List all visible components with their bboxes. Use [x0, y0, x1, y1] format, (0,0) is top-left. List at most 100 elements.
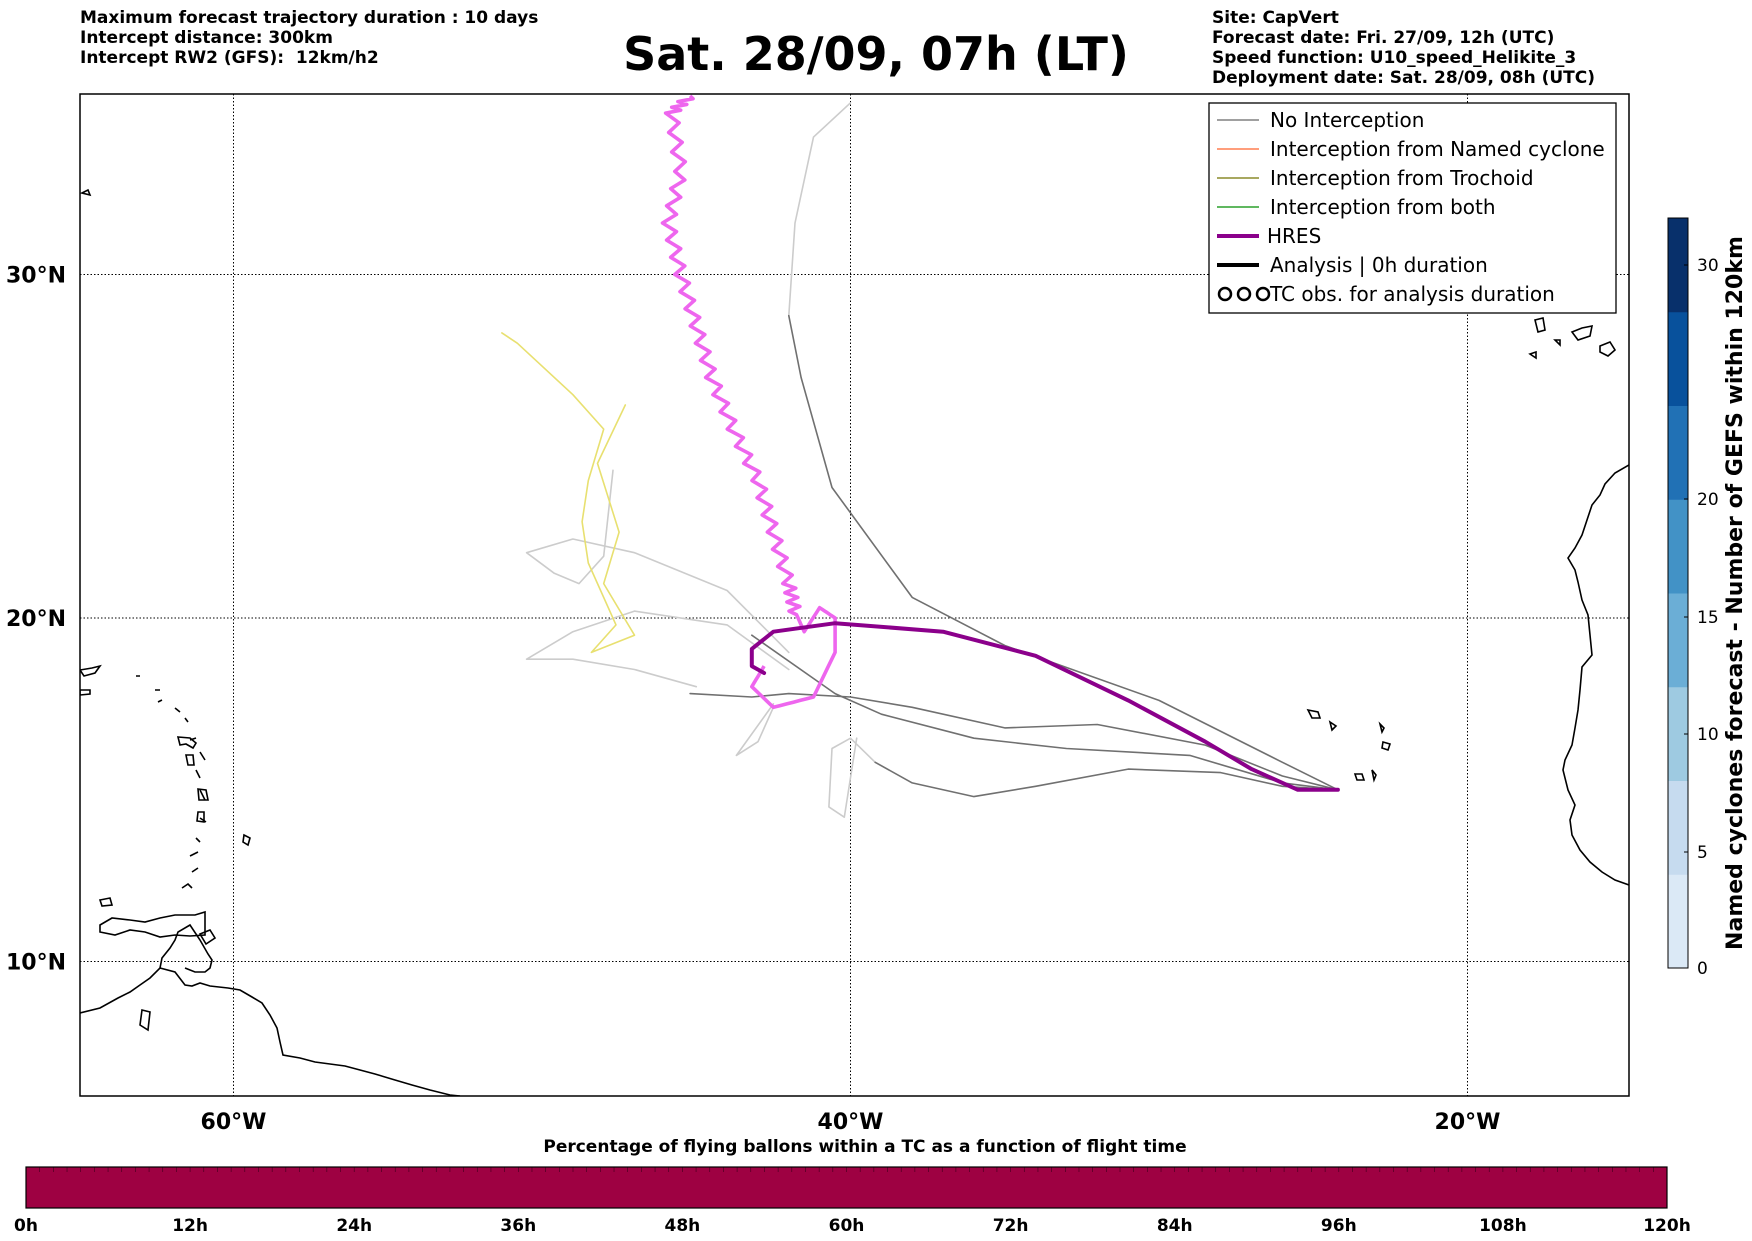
colorbar-bottom: Percentage of flying ballons within a TC… [14, 1137, 1691, 1236]
lat-tick-label: 10°N [6, 951, 66, 976]
coast-barbados [242, 833, 251, 847]
trajectory-no-interception [788, 314, 1339, 791]
colorbar-bottom-tick-label: 0h [14, 1216, 38, 1236]
colorbar-right-tick-label: 0 [1697, 959, 1708, 979]
coast-cape-verde [1306, 708, 1392, 783]
coast-hispaniola [80, 664, 102, 677]
colorbar-bottom-tick-label: 36h [500, 1216, 536, 1236]
cyclone-symbol-icon [1255, 286, 1271, 302]
colorbar-right-swatch [1668, 405, 1688, 500]
colorbar-right-swatch [1668, 686, 1688, 781]
legend: No Interception Interception from Named c… [1208, 102, 1617, 314]
legend-label: Interception from Named cyclone [1270, 137, 1605, 161]
coast-canary-islands [1528, 317, 1617, 360]
lon-tick-label: 60°W [201, 1110, 267, 1135]
coast-south-america [80, 967, 461, 1096]
colorbar-bottom-tick-label: 60h [829, 1216, 865, 1236]
trajectory-magenta [660, 94, 837, 710]
colorbar-bottom-tick-label: 120h [1643, 1216, 1691, 1236]
coast-lesser-antilles [136, 675, 207, 889]
header-max-duration: Maximum forecast trajectory duration : 1… [80, 8, 539, 28]
trajectory-no-interception-faded [828, 737, 876, 818]
colorbar-bottom-tick-label: 24h [336, 1216, 372, 1236]
coast-small-island-a [98, 897, 114, 907]
header-intercept-rw2: Intercept RW2 (GFS): 12km/h2 [80, 48, 379, 68]
colorbar-bottom-tick-label: 108h [1479, 1216, 1527, 1236]
cyclone-symbol-icon [1217, 286, 1233, 302]
trajectory-no-interception-faded [525, 610, 790, 688]
colorbar-right-tick-label: 30 [1697, 256, 1719, 276]
trajectory-hres [749, 621, 1340, 792]
main-title-wrap: Sat. 28/09, 07h (LT) [0, 26, 1752, 82]
header-deployment-date: Deployment date: Sat. 28/09, 08h (UTC) [1212, 68, 1596, 88]
trajectory-yellow [501, 332, 636, 654]
header-site: Site: CapVert [1212, 8, 1339, 28]
coast-guadeloupe [176, 736, 198, 750]
header-intercept-distance: Intercept distance: 300km [80, 28, 333, 48]
header-left-info: Maximum forecast trajectory duration : 1… [80, 8, 538, 68]
colorbar-right-swatch [1668, 874, 1688, 969]
trajectory-no-interception-faded [525, 469, 790, 654]
coast-africa [1562, 464, 1629, 886]
coast-martinique [185, 754, 195, 766]
header-right-info: Site: CapVert Forecast date: Fri. 27/09,… [1212, 8, 1595, 88]
colorbar-right-tick-label: 20 [1697, 490, 1719, 510]
lon-tick-label: 40°W [818, 1110, 884, 1135]
legend-box [1208, 102, 1617, 314]
coast-small-island-b [139, 1009, 151, 1032]
map-gridlines [80, 94, 1629, 1096]
trajectory-no-interception [874, 761, 1339, 798]
colorbar-right-swatch [1668, 499, 1688, 594]
header-forecast-date: Forecast date: Fri. 27/09, 12h (UTC) [1212, 28, 1555, 48]
colorbar-right: 0 5 10 15 20 30 Named cyclones forecast - Num… [1667, 217, 1748, 979]
trajectory-no-interception-faded [788, 102, 852, 317]
colorbar-right-swatch [1668, 593, 1688, 688]
legend-label: Interception from Trochoid [1270, 166, 1534, 190]
legend-items: No Interception Interception from Named c… [1217, 108, 1605, 306]
lat-tick-label: 20°N [6, 607, 66, 632]
colorbar-right-swatch [1668, 218, 1688, 313]
colorbar-bottom-title: Percentage of flying ballons within a TC… [543, 1137, 1186, 1157]
colorbar-right-ticks: 0 5 10 15 20 30 [1684, 256, 1719, 979]
trajectory-no-interception [689, 692, 1339, 791]
cyclone-symbol-icon [1236, 286, 1252, 302]
colorbar-bottom-tick-label: 12h [172, 1216, 208, 1236]
map-axis-labels: 30°N 20°N 10°N 60°W 40°W 20°W [6, 264, 1500, 1136]
legend-label: TC obs. for analysis duration [1269, 282, 1555, 306]
header-speed-function: Speed function: U10_speed_Helikite_3 [1212, 48, 1577, 68]
coast-bermuda [80, 188, 92, 197]
main-title: Sat. 28/09, 07h (LT) [623, 27, 1129, 81]
legend-label: Interception from both [1270, 195, 1496, 219]
coast-puerto-rico [80, 689, 91, 696]
legend-label: No Interception [1270, 108, 1424, 132]
coast-venezuela-bay [159, 923, 213, 973]
colorbar-bottom-bar [25, 1166, 1668, 1209]
legend-label: Analysis | 0h duration [1270, 253, 1488, 277]
colorbar-right-label: Named cyclones forecast - Number of GEFS… [1723, 236, 1748, 950]
colorbar-right-tick-label: 10 [1697, 725, 1719, 745]
coast-dominica [197, 788, 209, 801]
colorbar-bottom-tick-label: 84h [1157, 1216, 1193, 1236]
coastlines [80, 188, 1629, 1096]
trajectory-no-interception-faded [735, 703, 775, 757]
coast-caribbean-islands [99, 910, 206, 938]
coast-st-lucia [196, 811, 205, 823]
lat-tick-label: 30°N [6, 264, 66, 289]
map-frame [79, 93, 1630, 1097]
lon-tick-label: 20°W [1435, 1110, 1501, 1135]
trajectory-no-interception [751, 634, 1339, 791]
colorbar-bottom-ticks: 0h 12h 24h 36h 48h 60h 72h 84h 96h 108h 120h [14, 1167, 1691, 1236]
colorbar-right-tick-label: 5 [1697, 843, 1708, 863]
colorbar-bottom-tick-label: 96h [1321, 1216, 1357, 1236]
colorbar-right-tick-label: 15 [1697, 608, 1719, 628]
legend-label: HRES [1267, 224, 1321, 248]
colorbar-right-swatch [1668, 780, 1688, 875]
colorbar-bottom-tick-label: 48h [665, 1216, 701, 1236]
colorbar-right-swatches [1668, 218, 1688, 969]
colorbar-bottom-tick-label: 72h [993, 1216, 1029, 1236]
colorbar-right-frame [1667, 217, 1689, 969]
colorbar-right-swatch [1668, 311, 1688, 406]
coast-trinidad [198, 929, 217, 946]
trajectory-layer [501, 94, 1340, 818]
